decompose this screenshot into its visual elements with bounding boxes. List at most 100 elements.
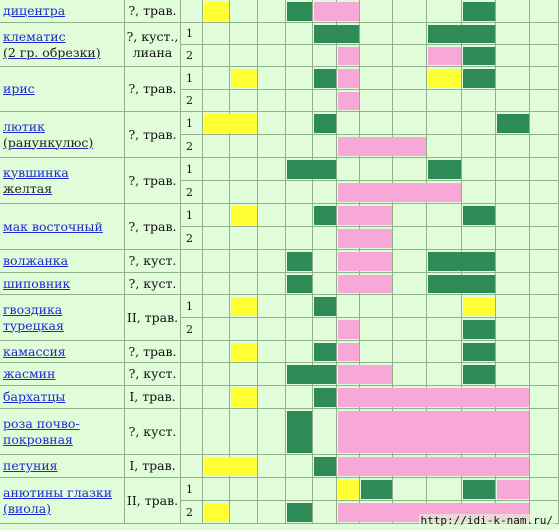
planting-period-mark: [463, 343, 495, 361]
plant-name-link[interactable]: гвоздика турецкая: [3, 301, 64, 333]
variant-number: 2: [186, 231, 193, 245]
sowing-period-mark: [463, 297, 495, 316]
calendar-cell: [230, 204, 258, 227]
plant-name-link[interactable]: роза почво-покровная: [3, 415, 80, 447]
calendar-cell: [393, 478, 427, 501]
calendar-cell: [337, 478, 360, 501]
calendar-cell: [337, 318, 360, 341]
plant-name-link[interactable]: ирис: [3, 81, 35, 96]
calendar-cell: [203, 409, 230, 455]
calendar-cell: [286, 341, 313, 363]
plant-name-link[interactable]: лютик (ранункулюс): [3, 119, 124, 151]
sowing-period-mark: [204, 457, 257, 476]
calendar-cell: [393, 227, 427, 250]
plant-type-cell: ?, трав.: [125, 341, 181, 363]
calendar-cell: [203, 478, 230, 501]
calendar-cell: [393, 273, 427, 295]
calendar-cell: [286, 23, 313, 45]
calendar-cell: [230, 135, 258, 158]
calendar-cell: [313, 204, 337, 227]
calendar-cell: [286, 478, 313, 501]
calendar-cell: [530, 23, 559, 45]
calendar-cell: [530, 478, 559, 501]
calendar-cell: [496, 341, 530, 363]
plant-name-cell: гвоздика турецкая: [0, 295, 125, 341]
planting-period-mark: [463, 2, 495, 21]
calendar-cell: [286, 295, 313, 318]
calendar-cell: [530, 181, 559, 204]
planting-period-mark: [463, 365, 495, 384]
calendar-cell: [203, 158, 230, 181]
plant-name-link[interactable]: бархатцы: [3, 389, 66, 404]
variant-number-cell: 2: [181, 90, 203, 112]
plant-type-text: II, трав.: [126, 492, 179, 508]
plant-name-cell: дицентра: [0, 0, 125, 23]
calendar-cell: [427, 112, 462, 135]
calendar-cell: [393, 0, 427, 23]
plant-type-cell: ?, трав.: [125, 67, 181, 112]
plant-name-link[interactable]: жасмин: [3, 366, 56, 381]
plant-name-link[interactable]: дицентра: [3, 3, 66, 18]
calendar-cell: [530, 295, 559, 318]
plant-name-link[interactable]: кувшинка желтая: [3, 165, 124, 197]
planting-period-mark: [463, 69, 495, 88]
flowering-period-mark: [338, 183, 461, 202]
plant-name-link[interactable]: анютины глазки (виола): [3, 484, 113, 516]
calendar-cell: [393, 90, 427, 112]
flowering-period-mark: [338, 137, 426, 156]
calendar-cell: [258, 250, 286, 273]
planting-period-mark: [428, 275, 495, 293]
planting-period-mark: [463, 320, 495, 339]
calendar-cell: [462, 273, 496, 295]
calendar-cell: [203, 250, 230, 273]
plant-name-cell: бархатцы: [0, 386, 125, 409]
flowering-period-mark: [338, 343, 359, 361]
plant-type-text: ?, трав.: [128, 218, 177, 234]
calendar-cell: [313, 455, 337, 478]
calendar-cell: [427, 318, 462, 341]
plant-name-link[interactable]: клематис (2 гр. обрезки): [3, 29, 124, 61]
plant-name-link[interactable]: мак восточный: [3, 218, 103, 234]
plant-name-link[interactable]: камассия: [3, 343, 66, 359]
calendar-cell: [313, 227, 337, 250]
variant-number-cell: 2: [181, 318, 203, 341]
calendar-cell: [313, 363, 337, 386]
calendar-cell: [230, 363, 258, 386]
sowing-period-mark: [204, 114, 257, 133]
plant-type-text: II, трав.: [126, 309, 179, 325]
calendar-cell: [258, 341, 286, 363]
calendar-cell: [203, 45, 230, 67]
plant-type-cell: ?, куст.: [125, 250, 181, 273]
calendar-cell: [530, 341, 559, 363]
calendar-cell: [393, 158, 427, 181]
calendar-cell: [203, 318, 230, 341]
calendar-cell: [230, 478, 258, 501]
calendar-cell: [313, 250, 337, 273]
planting-period-mark: [287, 503, 312, 522]
calendar-cell: [203, 363, 230, 386]
plant-name-extra: желтая: [3, 180, 53, 196]
calendar-cell: [203, 0, 230, 23]
plant-name-link[interactable]: шиповник: [3, 275, 71, 291]
calendar-cell: [427, 0, 462, 23]
calendar-cell: [337, 295, 360, 318]
calendar-cell: [313, 409, 337, 455]
plant-name-cell: мак восточный: [0, 204, 125, 250]
plant-name-cell: шиповник: [0, 273, 125, 295]
plant-name-link[interactable]: петуния: [3, 458, 58, 473]
calendar-cell: [496, 386, 530, 409]
calendar-cell: [530, 0, 559, 23]
variant-number-cell: 1: [181, 478, 203, 501]
sowing-period-mark: [204, 2, 229, 21]
calendar-cell: [427, 227, 462, 250]
calendar-cell: [286, 318, 313, 341]
plant-name-link[interactable]: волжанка: [3, 253, 69, 268]
calendar-cell: [427, 181, 462, 204]
calendar-cell: [496, 181, 530, 204]
calendar-cell: [496, 135, 530, 158]
plant-name-cell: камассия: [0, 341, 125, 363]
plant-type-text: ?, трав.: [128, 3, 177, 18]
calendar-cell: [427, 158, 462, 181]
calendar-cell: [393, 204, 427, 227]
calendar-cell: [258, 181, 286, 204]
